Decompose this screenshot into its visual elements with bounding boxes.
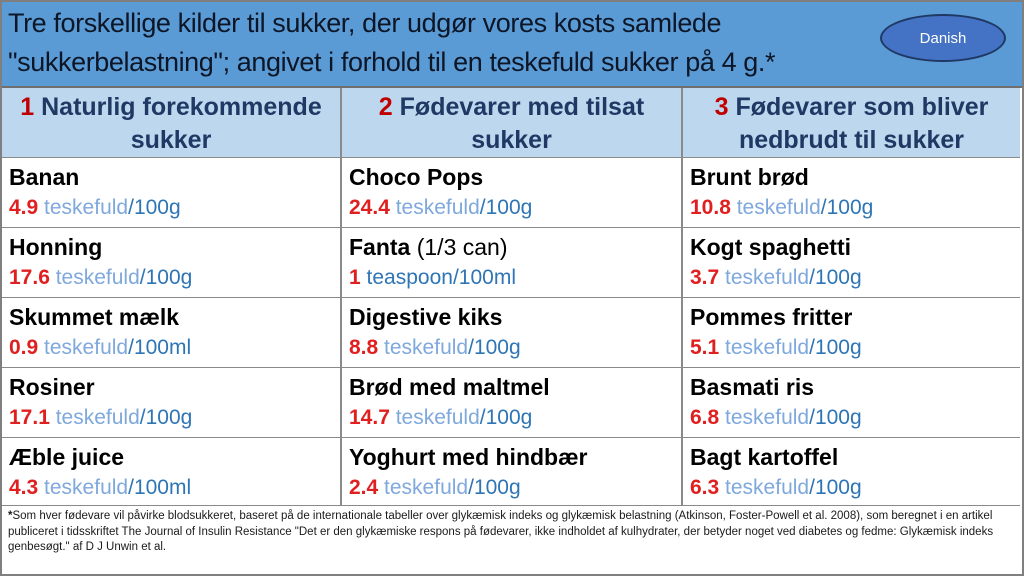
- column-header-natural-sugar: 1 Naturlig forekommende sukker: [2, 88, 341, 158]
- table-cell: Kogt spaghetti 3.7 teskefuld/100g: [682, 228, 1020, 298]
- sugar-table: 1 Naturlig forekommende sukker 2 Fødevar…: [2, 88, 1022, 506]
- footnote-asterisk: *: [8, 510, 13, 522]
- table-cell: Æble juice 4.3 teskefuld/100ml: [2, 438, 341, 506]
- food-name: Honning: [9, 234, 103, 260]
- language-badge: Danish: [880, 14, 1006, 62]
- table-cell: Fanta (1/3 can) 1 teaspoon/100ml: [341, 228, 682, 298]
- food-value: 10.8 teskefuld/100g: [690, 196, 874, 219]
- food-name: Kogt spaghetti: [690, 234, 851, 260]
- food-value: 1 teaspoon/100ml: [349, 266, 516, 289]
- column-header-added-sugar: 2 Fødevarer med tilsat sukker: [341, 88, 682, 158]
- column-number: 3: [714, 93, 729, 121]
- food-value: 8.8 teskefuld/100g: [349, 336, 521, 359]
- food-name: Basmati ris: [690, 374, 815, 400]
- food-value: 2.4 teskefuld/100g: [349, 476, 521, 499]
- column-title: Fødevarer med tilsat sukker: [399, 93, 645, 154]
- food-name: Banan: [9, 164, 80, 190]
- table-cell: Banan 4.9 teskefuld/100g: [2, 158, 341, 228]
- food-value: 14.7 teskefuld/100g: [349, 406, 533, 429]
- food-value: 4.9 teskefuld/100g: [9, 196, 181, 219]
- food-value: 3.7 teskefuld/100g: [690, 266, 862, 289]
- food-name: Yoghurt med hindbær: [349, 444, 588, 470]
- column-number: 1: [20, 93, 35, 121]
- food-name: Bagt kartoffel: [690, 444, 839, 470]
- food-name: Fanta (1/3 can): [349, 234, 508, 260]
- food-name: Brød med maltmel: [349, 374, 550, 400]
- table-cell: Digestive kiks 8.8 teskefuld/100g: [341, 298, 682, 368]
- food-name: Choco Pops: [349, 164, 484, 190]
- food-name: Æble juice: [9, 444, 125, 470]
- food-value: 6.8 teskefuld/100g: [690, 406, 862, 429]
- food-name: Brunt brød: [690, 164, 809, 190]
- table-cell: Rosiner 17.1 teskefuld/100g: [2, 368, 341, 438]
- food-name: Digestive kiks: [349, 304, 503, 330]
- food-value: 6.3 teskefuld/100g: [690, 476, 862, 499]
- footnote: *Som hver fødevare vil påvirke blodsukke…: [2, 506, 1022, 556]
- food-value: 24.4 teskefuld/100g: [349, 196, 533, 219]
- table-cell: Skummet mælk 0.9 teskefuld/100ml: [2, 298, 341, 368]
- language-badge-label: Danish: [919, 29, 967, 47]
- food-value: 4.3 teskefuld/100ml: [9, 476, 192, 499]
- table-cell: Basmati ris 6.8 teskefuld/100g: [682, 368, 1020, 438]
- page-title: Tre forskellige kilder til sukker, der u…: [8, 8, 776, 77]
- table-cell: Pommes fritter 5.1 teskefuld/100g: [682, 298, 1020, 368]
- column-title: Fødevarer som bliver nedbrudt til sukker: [735, 93, 989, 154]
- food-name: Rosiner: [9, 374, 95, 400]
- food-name: Skummet mælk: [9, 304, 180, 330]
- footnote-text: Som hver fødevare vil påvirke blodsukker…: [8, 510, 994, 553]
- food-value: 17.1 teskefuld/100g: [9, 406, 193, 429]
- food-value: 17.6 teskefuld/100g: [9, 266, 193, 289]
- table-cell: Bagt kartoffel 6.3 teskefuld/100g: [682, 438, 1020, 506]
- table-cell: Choco Pops 24.4 teskefuld/100g: [341, 158, 682, 228]
- title-banner: Tre forskellige kilder til sukker, der u…: [2, 2, 1022, 88]
- food-value: 0.9 teskefuld/100ml: [9, 336, 192, 359]
- column-number: 2: [378, 93, 393, 121]
- table-cell: Yoghurt med hindbær 2.4 teskefuld/100g: [341, 438, 682, 506]
- food-name: Pommes fritter: [690, 304, 853, 330]
- table-cell: Honning 17.6 teskefuld/100g: [2, 228, 341, 298]
- food-value: 5.1 teskefuld/100g: [690, 336, 862, 359]
- column-header-breakdown-sugar: 3 Fødevarer som bliver nedbrudt til sukk…: [682, 88, 1020, 158]
- column-title: Naturlig forekommende sukker: [41, 93, 322, 154]
- table-cell: Brunt brød 10.8 teskefuld/100g: [682, 158, 1020, 228]
- table-cell: Brød med maltmel 14.7 teskefuld/100g: [341, 368, 682, 438]
